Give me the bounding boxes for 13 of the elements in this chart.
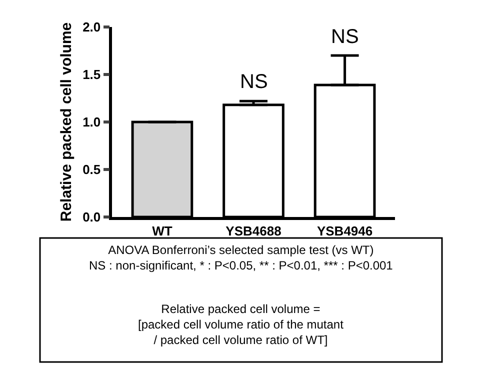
y-tick-label: 0.0	[82, 210, 101, 225]
y-tick-label: 1.0	[82, 114, 101, 130]
x-tick-label: WT	[152, 223, 172, 238]
text: ANOVA Bonferroni’s selected sample test (vs WT) NS : non-significant, * : P<0.05, ** : P<0.01, *** : P<0.001	[89, 243, 394, 273]
x-tick-label: YSB4946	[316, 223, 373, 238]
annotation: NS	[240, 71, 268, 93]
y-tick-label: 0.5	[82, 162, 101, 178]
annotation: NS	[331, 26, 359, 48]
y-tick-label: 1.5	[82, 67, 101, 82]
x-tick-label: YSB4688	[226, 223, 282, 238]
text: Relative packed cell volume = [packed cell volume ratio of the mutant / packed cell volume ratio of WT]	[138, 302, 344, 348]
y-axis-title: Relative packed cell volume	[58, 22, 75, 222]
y-tick-label: 2.0	[82, 20, 101, 35]
